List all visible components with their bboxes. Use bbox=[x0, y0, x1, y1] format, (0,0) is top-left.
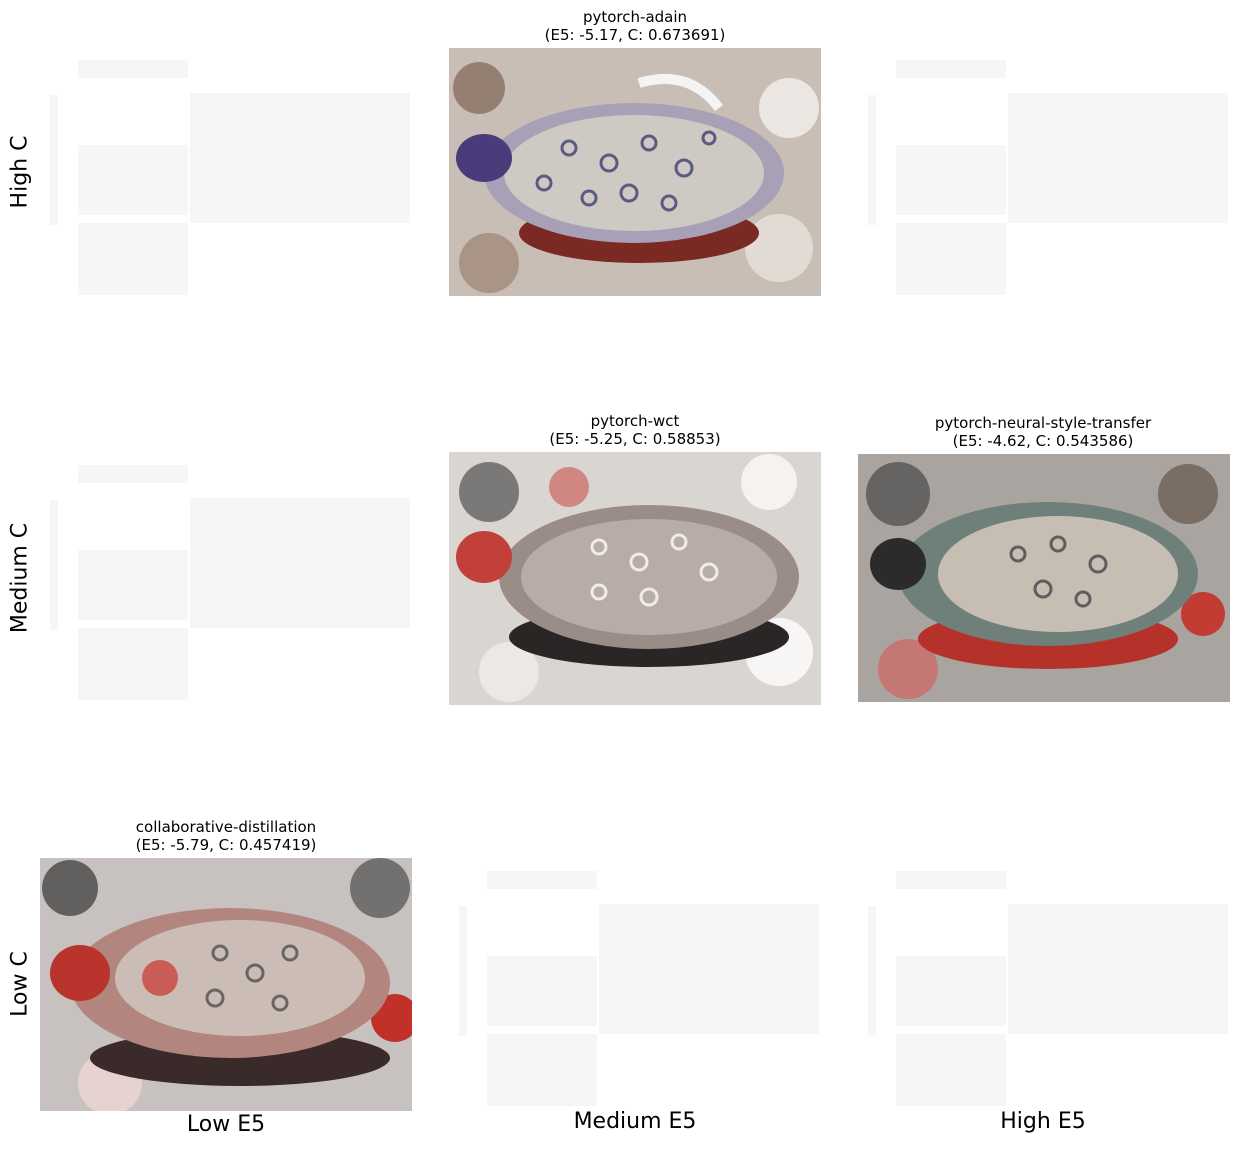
stylized-image-pytorch-neural-style-transfer bbox=[858, 454, 1230, 702]
cell-title-pytorch-neural-style-transfer: pytorch-neural-style-transfer (E5: -4.62… bbox=[935, 414, 1151, 450]
cell-title-collaborative-distillation: collaborative-distillation (E5: -5.79, C… bbox=[136, 818, 317, 854]
method-scores: (E5: -5.17, C: 0.673691) bbox=[544, 26, 726, 44]
cell-title-pytorch-adain: pytorch-adain (E5: -5.17, C: 0.673691) bbox=[545, 8, 726, 44]
col-label-high-e5: High E5 bbox=[1000, 1109, 1086, 1134]
empty-cell-high-high bbox=[858, 55, 1230, 300]
method-scores: (E5: -5.25, C: 0.58853) bbox=[549, 430, 721, 448]
method-name: collaborative-distillation bbox=[135, 818, 317, 836]
empty-cell-medium-low bbox=[40, 460, 412, 705]
empty-cell-low-medium bbox=[449, 866, 821, 1111]
row-label-high-c: High C bbox=[7, 135, 33, 209]
col-label-medium-e5: Medium E5 bbox=[573, 1109, 697, 1134]
col-label-low-e5: Low E5 bbox=[186, 1112, 266, 1137]
method-scores: (E5: -5.79, C: 0.457419) bbox=[135, 836, 317, 854]
stylized-image-pytorch-wct bbox=[449, 452, 821, 705]
cell-title-pytorch-wct: pytorch-wct (E5: -5.25, C: 0.58853) bbox=[549, 412, 720, 448]
empty-cell-high-low bbox=[40, 55, 412, 300]
method-name: pytorch-wct bbox=[590, 412, 680, 430]
row-label-low-c: Low C bbox=[7, 951, 33, 1017]
stylized-image-pytorch-adain bbox=[449, 48, 821, 296]
empty-cell-low-high bbox=[858, 866, 1230, 1111]
method-name: pytorch-neural-style-transfer bbox=[934, 414, 1152, 432]
method-name: pytorch-adain bbox=[582, 8, 688, 26]
stylized-image-collaborative-distillation bbox=[40, 858, 412, 1111]
row-label-medium-c: Medium C bbox=[7, 522, 33, 634]
method-scores: (E5: -4.62, C: 0.543586) bbox=[952, 432, 1134, 450]
